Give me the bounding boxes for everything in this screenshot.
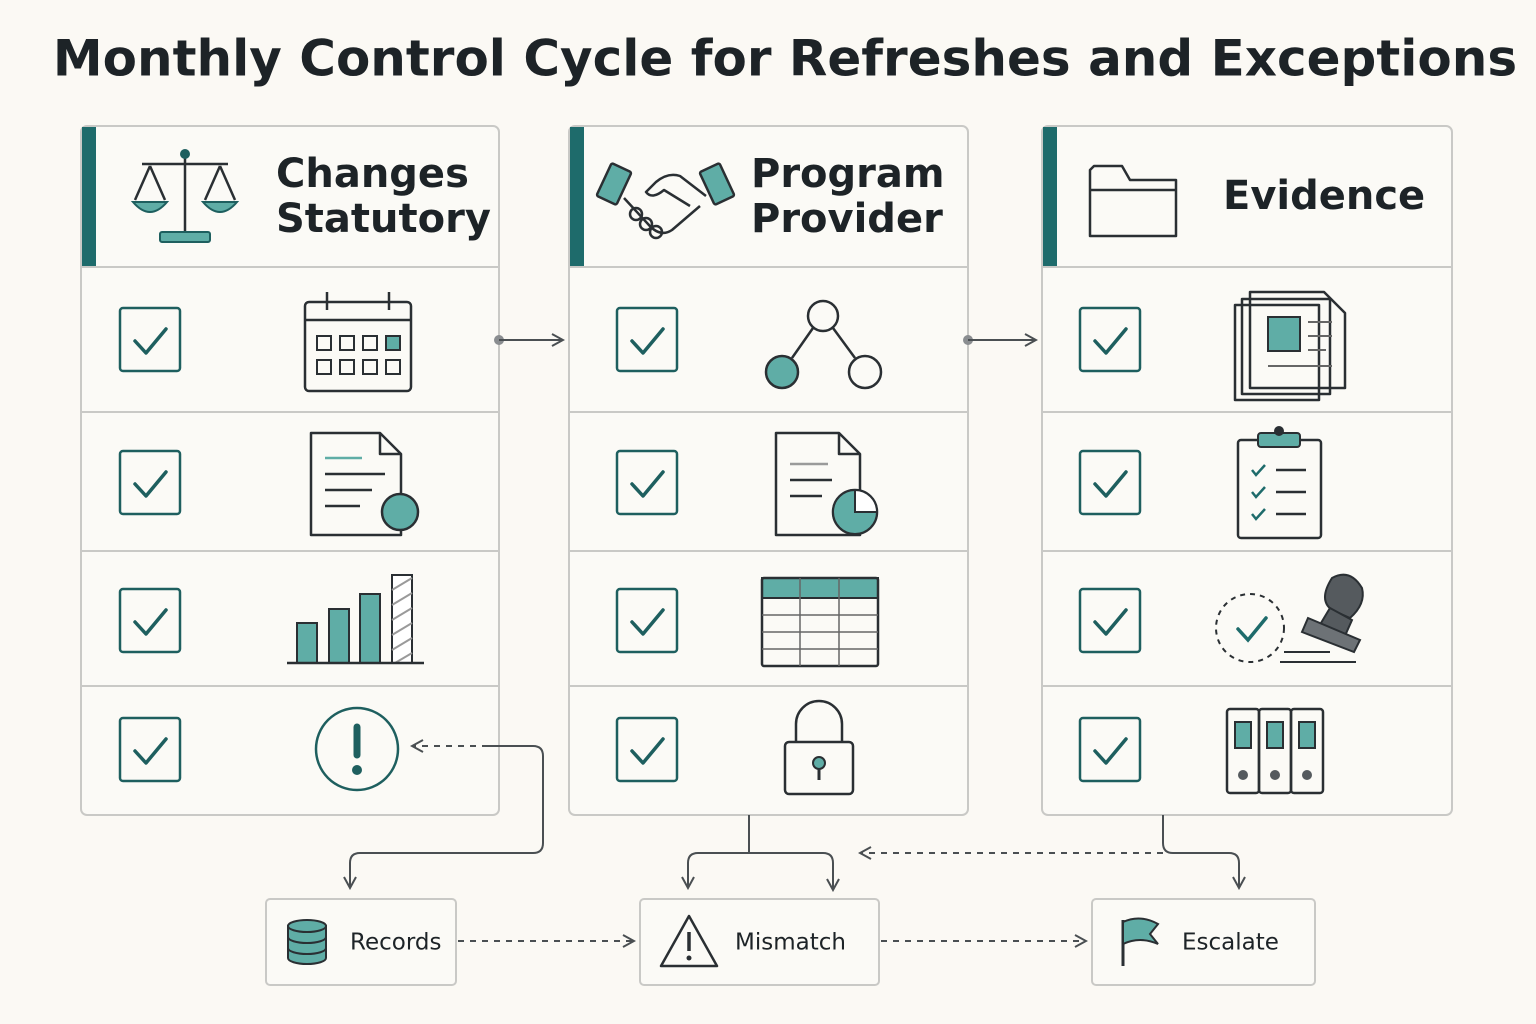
outcome-box: Escalate (1091, 898, 1316, 986)
bar-chart-icon (287, 574, 424, 665)
binders-icon (1225, 707, 1325, 795)
outcome-box: Mismatch (639, 898, 880, 986)
checkboxes (118, 306, 1142, 783)
table-icon (760, 576, 880, 668)
panel-title: Evidence (1223, 173, 1425, 219)
connectors (350, 335, 1239, 941)
lock-icon (783, 699, 855, 796)
outcome-box: Records (265, 898, 457, 986)
panel (568, 125, 969, 816)
outcome-label: Mismatch (735, 930, 846, 956)
stacked-documents-icon (1233, 290, 1347, 402)
scale-icon (130, 149, 240, 243)
panel-title: Program (751, 151, 945, 197)
hierarchy-icon (764, 299, 883, 390)
document-icon (309, 431, 420, 537)
outcome-label: Records (350, 930, 441, 956)
title: Monthly Control Cycle for Refreshes and … (53, 30, 1517, 88)
folder-icon (1088, 164, 1178, 238)
panel-title: Provider (751, 196, 943, 242)
handshake-icon (595, 162, 736, 240)
panel (1041, 125, 1453, 816)
alert-icon (314, 706, 400, 792)
panel-title: Statutory (276, 196, 491, 242)
stamp-icon (1215, 573, 1364, 663)
outcome-label: Escalate (1182, 930, 1279, 956)
panel-title: Changes (276, 151, 469, 197)
report-icon (774, 431, 879, 537)
clipboard-icon (1236, 426, 1323, 540)
calendar-icon (303, 292, 413, 393)
